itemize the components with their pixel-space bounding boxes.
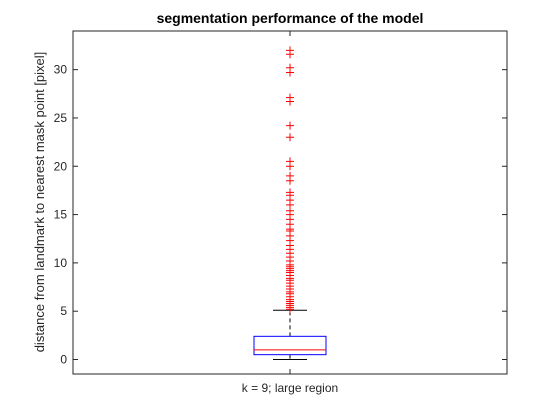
- outlier-point: [286, 157, 294, 166]
- axes-layer: 0 5 10 15 20 25 30: [54, 30, 508, 375]
- outlier-point: [286, 63, 294, 72]
- x-tick-label: k = 9; large region: [242, 381, 338, 395]
- outlier-point: [286, 171, 294, 180]
- outlier-point: [286, 46, 294, 55]
- y-tick-label: 0: [60, 353, 67, 367]
- outlier-point: [286, 133, 294, 142]
- y-tick-label: 25: [54, 111, 68, 125]
- y-tick-label: 10: [54, 256, 68, 270]
- y-tick-label: 15: [54, 208, 68, 222]
- chart-title: segmentation performance of the model: [157, 10, 424, 26]
- outlier-point: [286, 188, 294, 197]
- outlier-point: [286, 93, 294, 102]
- y-axis-label: distance from landmark to nearest mask p…: [32, 52, 47, 353]
- y-tick-label: 5: [60, 304, 67, 318]
- marks-layer: [253, 46, 327, 361]
- y-tick-label: 20: [54, 159, 68, 173]
- y-tick-label: 30: [54, 63, 68, 77]
- outlier-point: [286, 121, 294, 130]
- interquartile-box: [253, 335, 327, 356]
